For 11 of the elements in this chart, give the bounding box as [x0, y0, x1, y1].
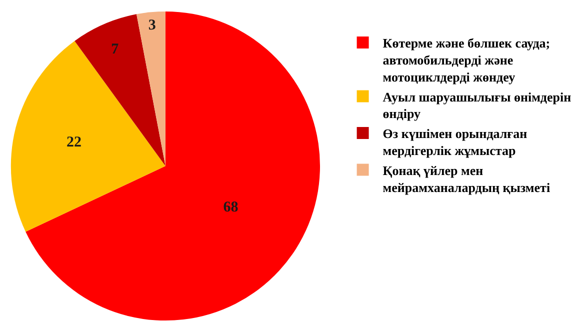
legend-label: Көтерме және бөлшек сауда; автомобильдерді және мотоциклдерді жөндеу — [382, 36, 550, 84]
data-label: 68 — [223, 199, 238, 216]
data-label: 7 — [111, 42, 120, 58]
data-label: 3 — [148, 17, 156, 34]
pie-slice — [26, 11, 320, 320]
pie-slice — [136, 11, 166, 166]
pie-slice — [11, 40, 166, 232]
legend-label: Өз күшімен орындалған мердігерлік жұмыстар — [382, 126, 528, 158]
legend-label: Ауыл шаруашылығы өнімдерін өндіру — [382, 89, 572, 122]
legend-label: Қонақ үйлер мен мейрамханалардың қызметі — [382, 162, 550, 195]
data-label: 22 — [66, 134, 82, 151]
